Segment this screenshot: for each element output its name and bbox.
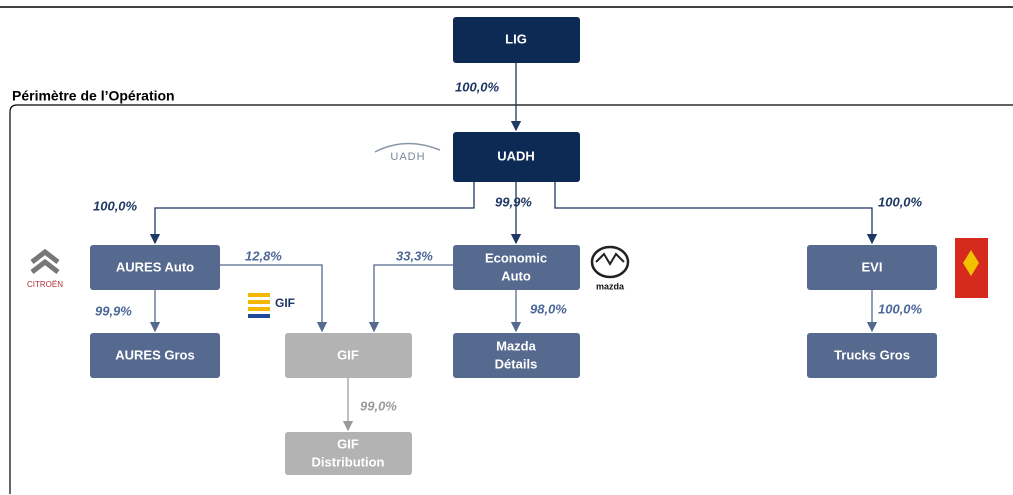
node: [285, 432, 412, 475]
node-label: Economic: [485, 250, 547, 265]
node-label: EVI: [862, 259, 883, 274]
node-label: UADH: [497, 148, 535, 163]
logo-text: GIF: [275, 296, 295, 310]
node-label: Distribution: [312, 454, 385, 469]
edge-label: 99,9%: [495, 194, 532, 209]
node: [807, 333, 937, 378]
node: [453, 17, 580, 63]
edge-label: 99,9%: [95, 303, 132, 318]
edge-label: 33,3%: [396, 248, 433, 263]
node-label: Mazda: [496, 338, 537, 353]
logo-text: CITROËN: [27, 280, 63, 289]
node-label: Trucks Gros: [834, 347, 910, 362]
perimeter-title: Périmètre de l’Opération: [12, 88, 175, 104]
node: [90, 333, 220, 378]
gif-logo: GIF: [248, 293, 295, 318]
mazda-logo: mazda: [590, 245, 630, 291]
edge: [149, 182, 475, 245]
edge-label: 100,0%: [878, 301, 923, 316]
logo-text: mazda: [596, 281, 625, 291]
node-label: Détails: [495, 356, 538, 371]
edge-label: 100,0%: [878, 194, 923, 209]
edge-label: 12,8%: [245, 248, 282, 263]
node-label: LIG: [505, 31, 527, 46]
edge-label: 99,0%: [360, 398, 397, 413]
node-label: Auto: [501, 268, 531, 283]
edge-label: 100,0%: [93, 198, 138, 213]
uadh-logo: UADH: [374, 142, 441, 163]
node-label: AURES Gros: [115, 347, 194, 362]
node-label: GIF: [337, 436, 359, 451]
node: [285, 333, 412, 378]
edge: [220, 264, 328, 333]
edge: [554, 182, 878, 245]
renault-logo: [955, 238, 988, 298]
edge-label: 100,0%: [455, 79, 500, 94]
node: [453, 333, 580, 378]
node-label: AURES Auto: [116, 259, 194, 274]
edge-label: 98,0%: [530, 301, 567, 316]
node: [453, 245, 580, 290]
node: [453, 132, 580, 182]
node: [807, 245, 937, 290]
node: [90, 245, 220, 290]
edge: [368, 264, 453, 333]
logo-text: UADH: [390, 151, 425, 163]
citroen-logo: CITROËN: [27, 248, 63, 289]
node-label: GIF: [337, 347, 359, 362]
perimeter-frame: [9, 104, 1013, 494]
